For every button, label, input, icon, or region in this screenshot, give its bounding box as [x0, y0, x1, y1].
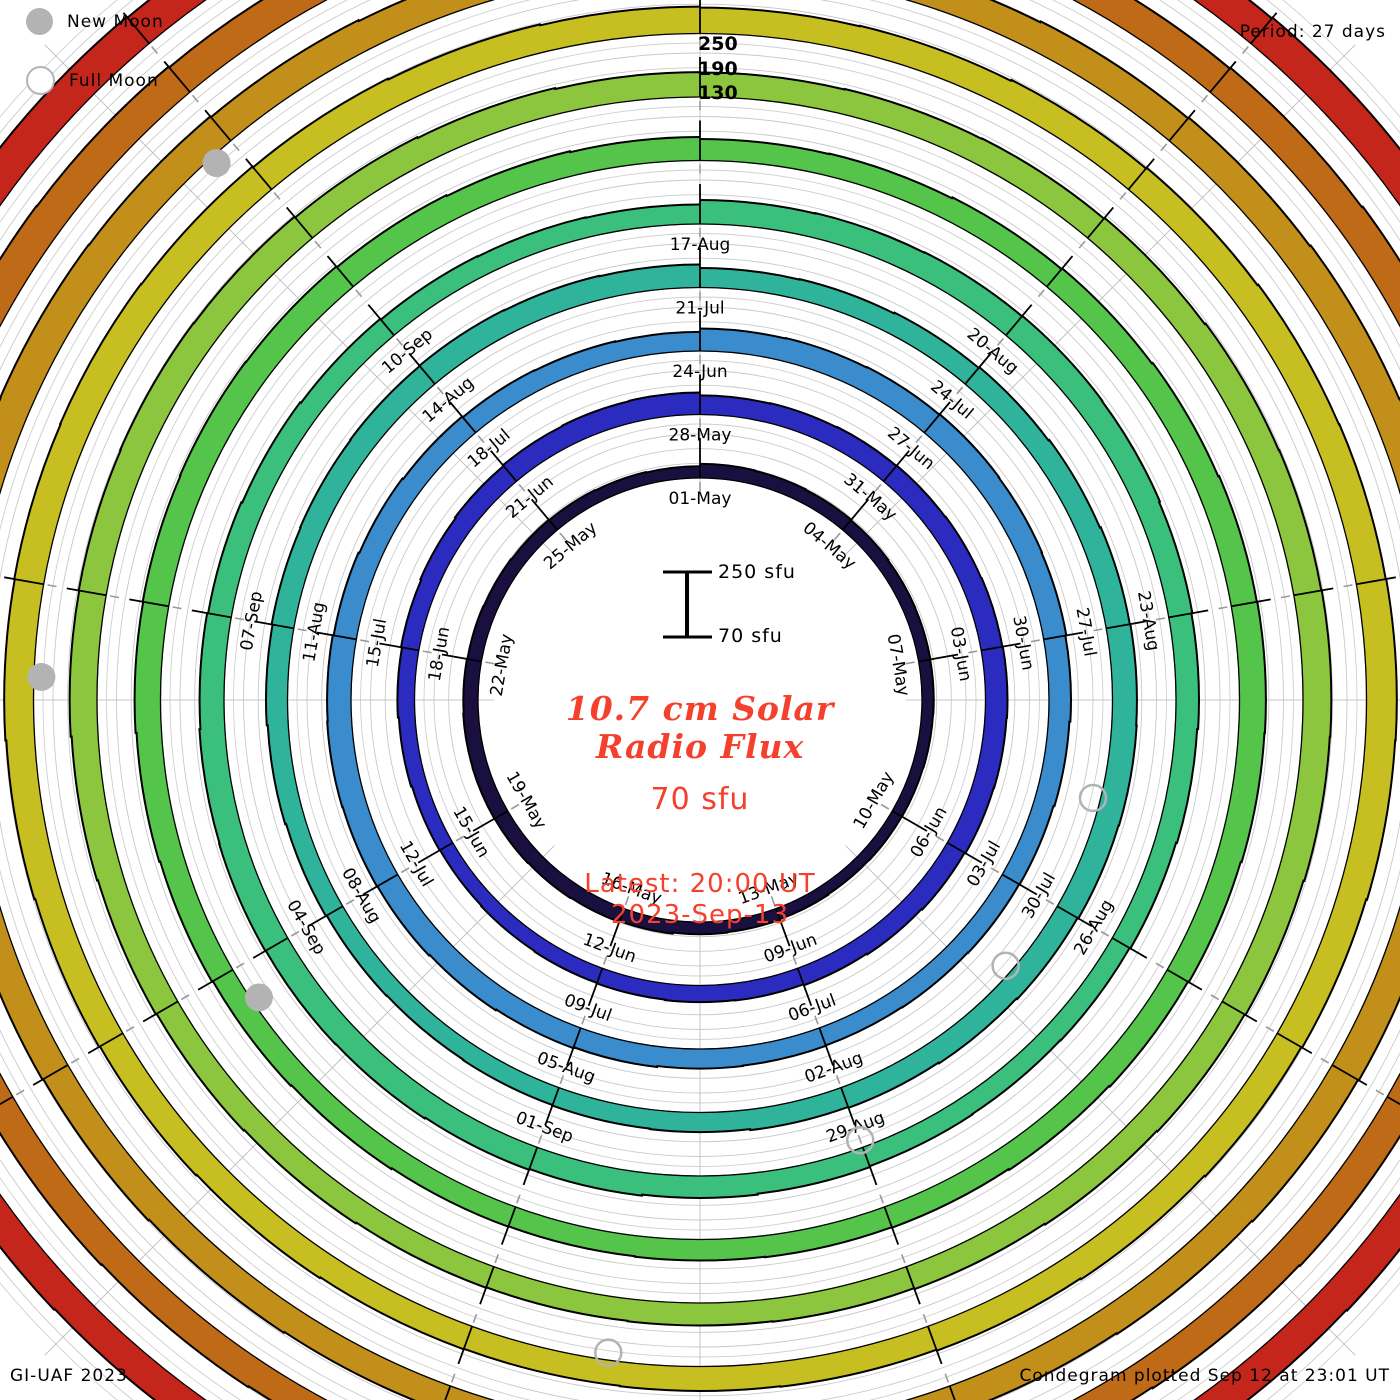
- new-moon-marker: [244, 983, 273, 1012]
- flux-ring: [326, 327, 1072, 1070]
- flux-ring: [133, 136, 1267, 1262]
- full-moon-marker: [1078, 783, 1108, 813]
- center-text-block: 10.7 cm Solar Radio Flux 70 sfu Latest: …: [0, 690, 1400, 931]
- period-label: Period: 27 days: [1239, 22, 1386, 42]
- ring-date-label: 07-Sep: [237, 590, 267, 652]
- flux-ring: [68, 71, 1333, 1327]
- new-moon-marker: [202, 149, 231, 178]
- axis-tick-130: 130: [698, 82, 738, 104]
- ring-date-label: 23-Aug: [1133, 589, 1163, 652]
- credit-label: GI-UAF 2023: [10, 1366, 128, 1386]
- latest-date: 2023-Sep-13: [610, 900, 790, 930]
- current-flux-value: 70 sfu: [650, 782, 750, 817]
- ring-date-label: 17-Aug: [670, 235, 731, 255]
- ring-date-label: 12-Jun: [580, 930, 639, 968]
- plotted-timestamp-label: Condegram plotted Sep 12 at 23:01 UT: [1019, 1366, 1390, 1386]
- ring-date-label: 09-Jun: [761, 930, 820, 968]
- legend-new-moon-label: New Moon: [67, 11, 164, 32]
- moon-markers: [27, 149, 1108, 1367]
- flux-ring: [396, 391, 1009, 1004]
- ring-date-label: 22-May: [487, 632, 518, 697]
- full-moon-marker: [845, 1125, 875, 1155]
- ring-date-label: 01-May: [669, 489, 732, 509]
- flux-ring: [462, 462, 935, 936]
- ring-date-label: 24-Jun: [672, 362, 727, 382]
- full-moon-icon: [26, 66, 55, 95]
- axis-tick-250: 250: [698, 33, 738, 55]
- scale-top-label: 250 sfu: [718, 561, 796, 583]
- ring-date-label: 07-May: [883, 632, 914, 697]
- flux-ring: [3, 5, 1398, 1392]
- scale-bottom-label: 70 sfu: [718, 625, 783, 647]
- chart-title-line1: 10.7 cm Solar: [565, 689, 835, 728]
- ring-date-label: 27-Jul: [1071, 606, 1099, 658]
- ring-date-label: 28-May: [669, 426, 732, 446]
- full-moon-marker: [594, 1338, 623, 1367]
- chart-title-line2: Radio Flux: [595, 727, 805, 766]
- legend-new-moon: New Moon: [26, 8, 164, 35]
- ring-date-label: 11-Aug: [299, 600, 329, 663]
- new-moon-icon: [26, 8, 53, 35]
- latest-time: Latest: 20:00 UT: [584, 869, 816, 899]
- axis-tick-190: 190: [698, 58, 738, 80]
- center-scale-bar: [663, 570, 712, 639]
- flux-ring: [198, 199, 1200, 1199]
- ring-date-label: 15-Jul: [363, 617, 391, 669]
- full-moon-marker: [991, 951, 1020, 980]
- legend-full-moon: Full Moon: [26, 66, 159, 95]
- legend-full-moon-label: Full Moon: [69, 70, 159, 91]
- ring-date-label: 21-Jul: [675, 299, 724, 319]
- new-moon-marker: [27, 663, 56, 692]
